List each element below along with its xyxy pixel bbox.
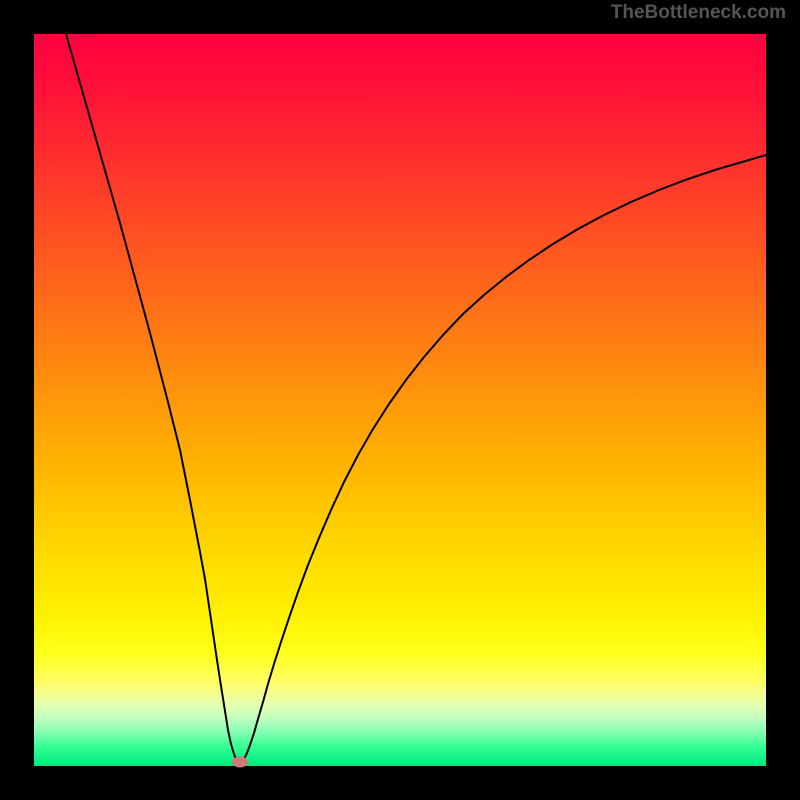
chart-canvas [0, 0, 800, 800]
optimal-point-marker [232, 757, 248, 768]
bottleneck-chart: TheBottleneck.com [0, 0, 800, 800]
plot-area [34, 34, 766, 766]
attribution-label: TheBottleneck.com [611, 2, 786, 24]
